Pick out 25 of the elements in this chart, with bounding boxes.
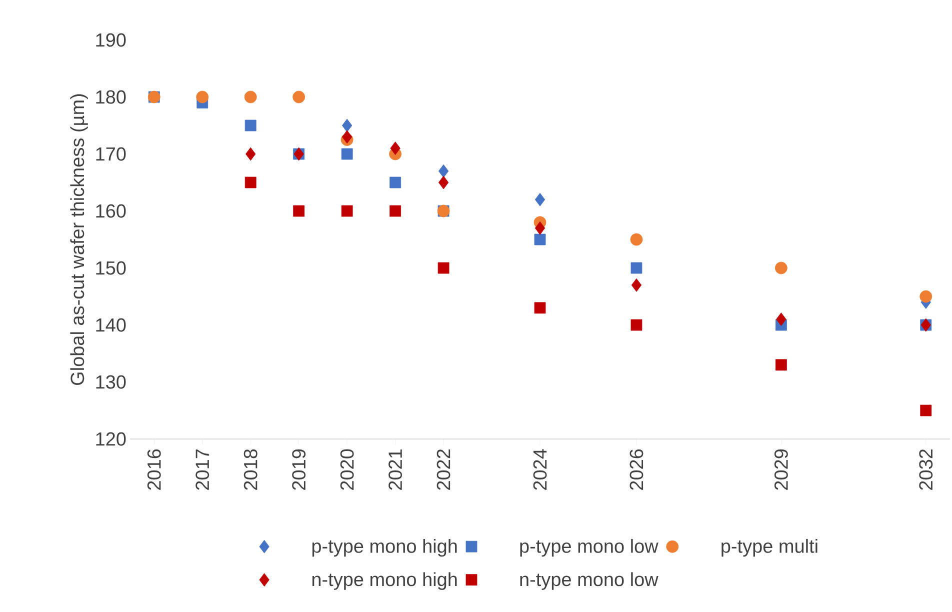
x-tick-label: 2018 [244,449,258,490]
x-tick-label: 2022 [436,449,450,490]
legend-label: n-type mono high [312,572,457,590]
legend-label: p-type multi [722,538,818,557]
y-tick-label: 120 [96,432,126,446]
x-tick-label: 2024 [533,449,547,490]
x-tick-label: 2020 [340,449,354,490]
x-tick-label: 2032 [919,449,933,490]
legend-label: p-type mono low [520,538,658,557]
y-tick-label: 150 [96,261,126,275]
x-tick-label: 2029 [774,449,788,490]
y-tick-label: 180 [96,90,126,104]
y-tick-label: 170 [96,147,126,161]
x-tick-label: 2017 [196,449,210,490]
y-tick-label: 140 [96,318,126,332]
x-tick-label: 2019 [292,449,306,490]
x-tick-label: 2021 [388,449,402,490]
x-tick-label: 2026 [630,449,644,490]
y-tick-label: 130 [96,375,126,389]
y-tick-label: 160 [96,204,126,218]
legend-label: p-type mono high [312,538,457,557]
y-tick-label: 190 [96,33,126,47]
x-tick-label: 2016 [147,449,161,490]
legend-label: n-type mono low [520,572,658,590]
y-axis-title: Global as-cut wafer thickness (µm) [70,94,88,385]
